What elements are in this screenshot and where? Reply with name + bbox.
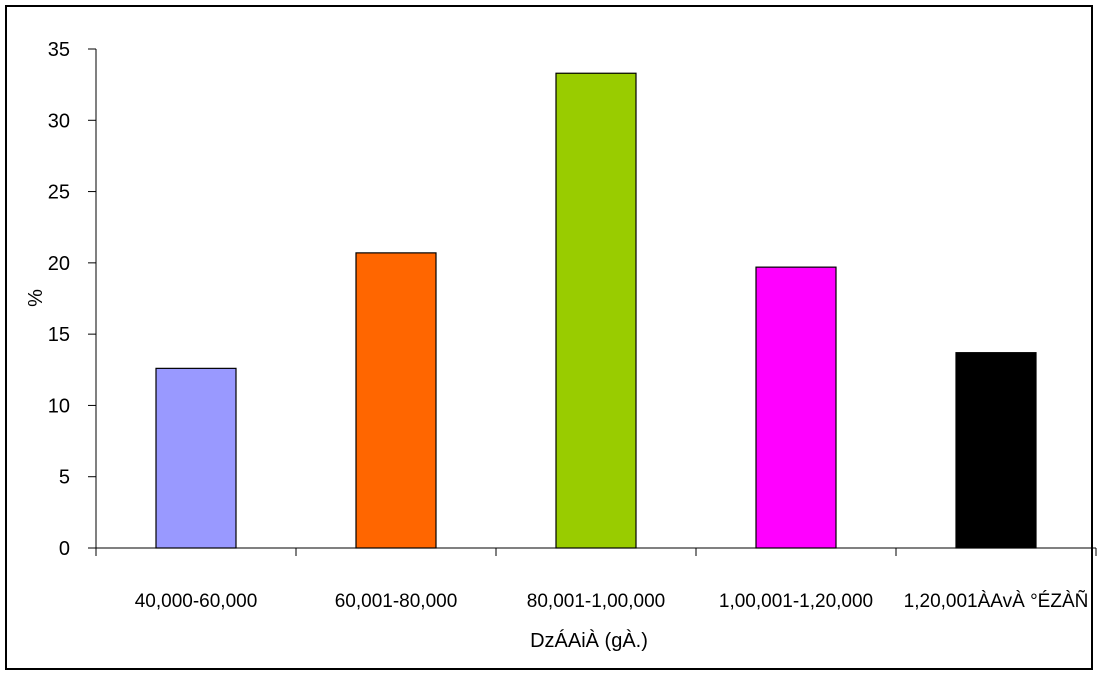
y-axis: 0 5 10 15 20 25 30 35 — [48, 39, 97, 560]
y-tick-label: 30 — [48, 110, 70, 132]
y-tick-label: 25 — [48, 182, 70, 204]
x-axis-title: DzÁAiÀ (gÀ.) — [530, 629, 648, 652]
bars — [155, 72, 1037, 549]
y-tick-label: 10 — [48, 395, 70, 417]
category-label: 40,000-60,000 — [135, 591, 258, 612]
bar-3 — [555, 72, 637, 549]
y-tick-label: 20 — [48, 253, 70, 275]
category-label: 80,001-1,00,000 — [527, 591, 665, 612]
x-axis — [95, 547, 1097, 556]
chart-frame — [5, 5, 1093, 670]
bar-2 — [355, 252, 437, 549]
y-tick-label: 5 — [59, 467, 70, 489]
y-tick-label: 35 — [48, 39, 70, 61]
bar-1 — [155, 367, 237, 549]
y-axis-title: % — [25, 289, 47, 307]
bar-5 — [955, 352, 1037, 549]
y-tick-label: 15 — [48, 324, 70, 346]
bar-4 — [755, 266, 837, 549]
category-label: 1,20,001ÀAvÀ °ÉZÀÑ — [904, 590, 1089, 612]
category-label: 60,001-80,000 — [335, 591, 458, 612]
category-labels: 40,000-60,000 60,001-80,000 80,001-1,00,00… — [135, 590, 1089, 612]
category-label: 1,00,001-1,20,000 — [719, 591, 873, 612]
y-tick-label: 0 — [59, 538, 70, 560]
